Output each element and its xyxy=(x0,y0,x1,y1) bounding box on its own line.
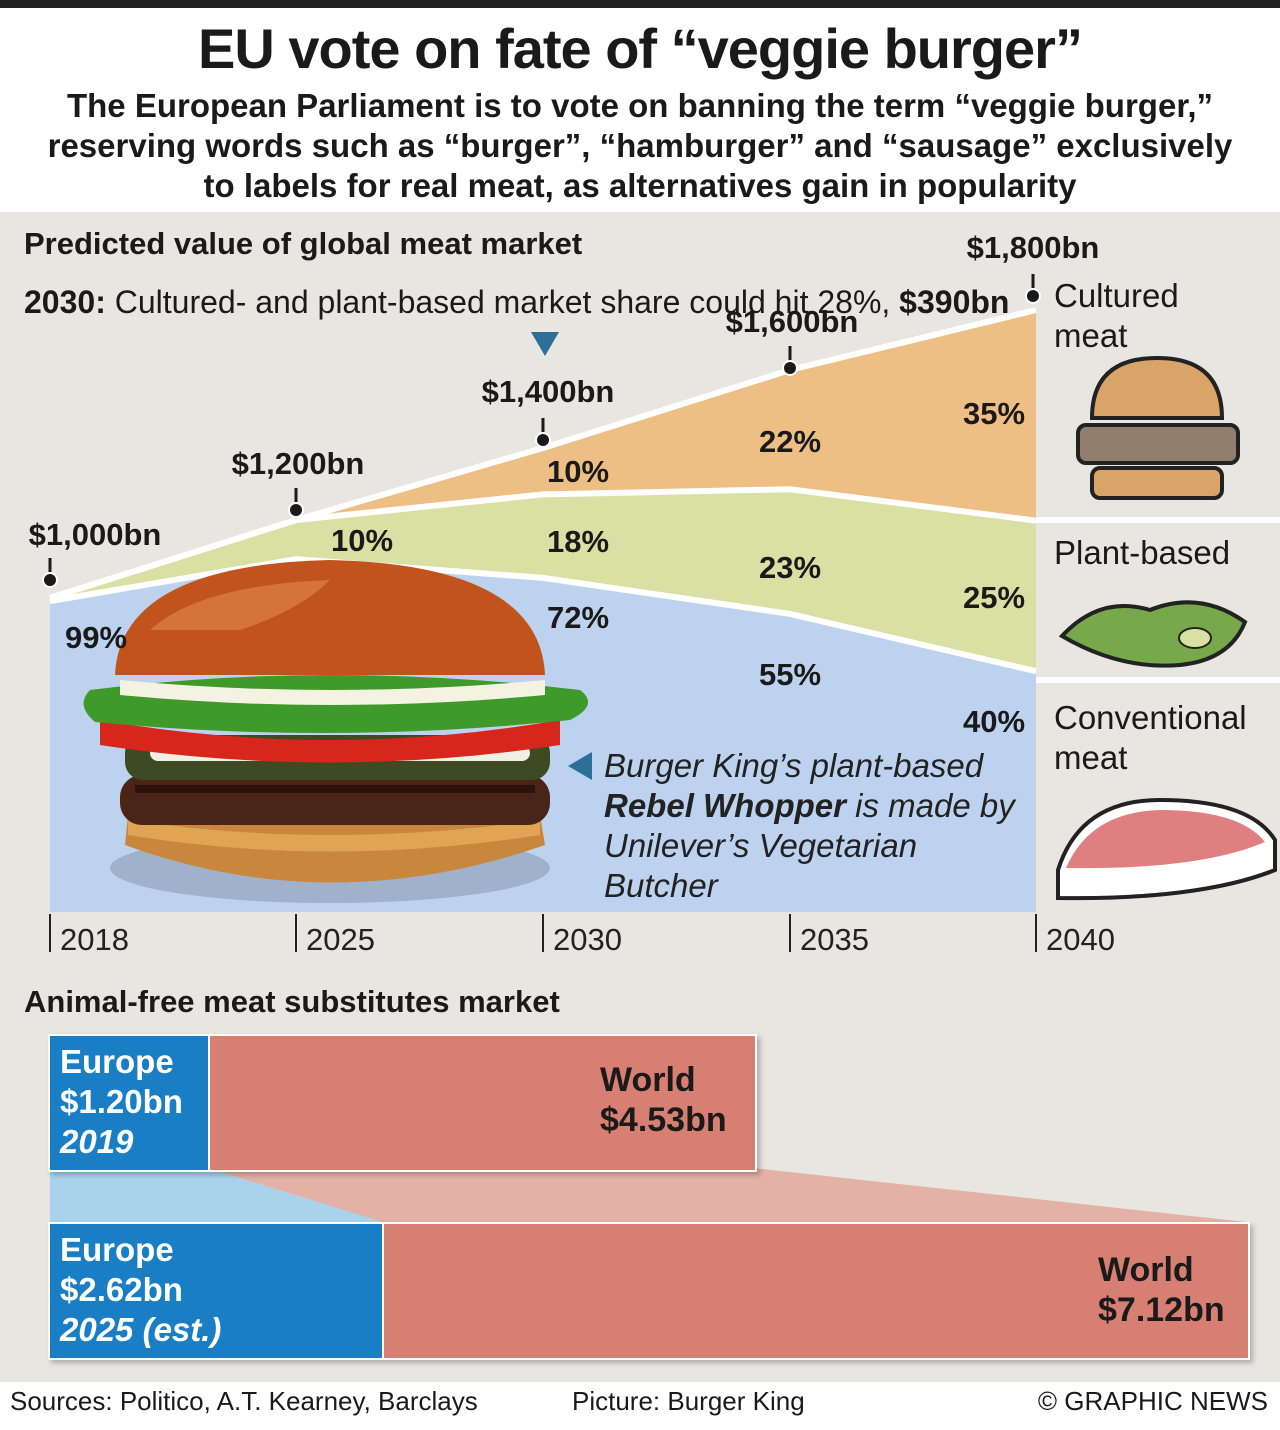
europe-2019-label: Europe xyxy=(60,1043,174,1080)
x-tick-label: 2040 xyxy=(1046,922,1115,957)
europe-2025: Europe $2.62bn 2025 (est.) xyxy=(50,1224,384,1358)
pct-conventional-meat-2018: 99% xyxy=(65,620,127,655)
total-label-2030: $1,400bn xyxy=(482,374,615,409)
footer-picture: Picture: Burger King xyxy=(572,1386,805,1416)
bar-2025: Europe $2.62bn 2025 (est.) World $7.12bn xyxy=(48,1222,1250,1360)
top-rule xyxy=(0,0,1280,8)
total-marker-dot xyxy=(1025,288,1041,304)
total-label-2040: $1,800bn xyxy=(967,230,1100,265)
caption-line1: Burger King’s plant-based xyxy=(604,747,984,784)
note-text: Cultured- and plant-based market share c… xyxy=(105,284,900,320)
steak-icon xyxy=(1056,797,1277,901)
world-2019: World $4.53bn xyxy=(210,1036,755,1170)
total-marker-dot xyxy=(535,432,551,448)
pct-conventional-meat-2040: 40% xyxy=(963,704,1025,739)
world-2019-label: World xyxy=(600,1061,696,1099)
total-marker-dot xyxy=(288,502,304,518)
area-cultured xyxy=(50,310,1036,598)
europe-2019-year: 2019 xyxy=(60,1123,134,1160)
pct-conventional-meat-2035: 55% xyxy=(759,657,821,692)
legend-cultured: Cultured meat xyxy=(1054,277,1179,354)
photo-caption: Burger King’s plant-based Rebel Whopper i… xyxy=(604,746,1034,906)
note-year: 2030: xyxy=(24,284,106,320)
pct-plant-based-2035: 23% xyxy=(759,550,821,585)
page-subtitle: The European Parliament is to vote on ba… xyxy=(47,87,1233,204)
pct-plant-based-2025: 10% xyxy=(331,523,393,558)
soybean-icon xyxy=(1058,600,1248,668)
area-plant xyxy=(50,489,1036,672)
total-marker-dot xyxy=(42,572,58,588)
note-value: $390bn xyxy=(899,284,1010,320)
market-section-title: Predicted value of global meat market xyxy=(24,226,583,261)
europe-2019-value: $1.20bn xyxy=(60,1083,183,1120)
total-label-2018: $1,000bn xyxy=(29,517,162,552)
x-tick-label: 2030 xyxy=(553,922,622,957)
pct-cultured-meat-2040: 35% xyxy=(963,396,1025,431)
world-2019-value: $4.53bn xyxy=(600,1101,727,1139)
legend-conventional: Conventional meat xyxy=(1054,699,1247,776)
pct-plant-based-2030: 18% xyxy=(547,524,609,559)
europe-2025-year: 2025 (est.) xyxy=(60,1311,222,1348)
pct-cultured-meat-2035: 22% xyxy=(759,424,821,459)
total-label-2025: $1,200bn xyxy=(232,446,365,481)
europe-2025-label: Europe xyxy=(60,1231,174,1268)
burger-icon xyxy=(1076,355,1240,500)
world-2025-label: World xyxy=(1098,1251,1194,1289)
legend-plant: Plant-based xyxy=(1054,534,1231,571)
boundary-conventional xyxy=(49,556,1037,675)
europe-2025-value: $2.62bn xyxy=(60,1271,183,1308)
market-area-chart: $1,000bn $1,200bn $1,400bn $1,600bn $1,800bn… xyxy=(29,230,1280,957)
total-marker-dot xyxy=(782,360,798,376)
x-axis: 2018 2025 2030 2035 2040 xyxy=(49,914,1115,957)
market-note: 2030: Cultured- and plant-based market s… xyxy=(24,282,1009,322)
caption-rest: is made by Unilever’s Vegetarian Butcher xyxy=(604,787,1015,904)
total-label-2035: $1,600bn xyxy=(726,304,859,339)
pct-conventional-meat-2030: 72% xyxy=(547,600,609,635)
x-tick-label: 2018 xyxy=(60,922,129,957)
europe-2019: Europe $1.20bn 2019 xyxy=(50,1036,210,1170)
caption-pointer-icon xyxy=(568,752,592,780)
page-title: EU vote on fate of “veggie burger” xyxy=(198,17,1083,80)
pct-plant-based-2040: 25% xyxy=(963,580,1025,615)
burger-photo xyxy=(83,560,589,903)
footer-sources: Sources: Politico, A.T. Kearney, Barclay… xyxy=(10,1386,478,1416)
marker-2030-icon xyxy=(531,332,559,356)
world-2025: World $7.12bn xyxy=(384,1224,1248,1358)
world-2025-value: $7.12bn xyxy=(1098,1291,1225,1329)
caption-bold: Rebel Whopper xyxy=(604,787,847,824)
x-tick-label: 2035 xyxy=(800,922,869,957)
footer-credit: © GRAPHIC NEWS xyxy=(1037,1386,1268,1416)
pct-cultured-meat-2030: 10% xyxy=(547,454,609,489)
substitutes-section-title: Animal-free meat substitutes market xyxy=(24,984,560,1019)
x-tick-label: 2025 xyxy=(306,922,375,957)
bar-2019: Europe $1.20bn 2019 World $4.53bn xyxy=(48,1034,757,1172)
